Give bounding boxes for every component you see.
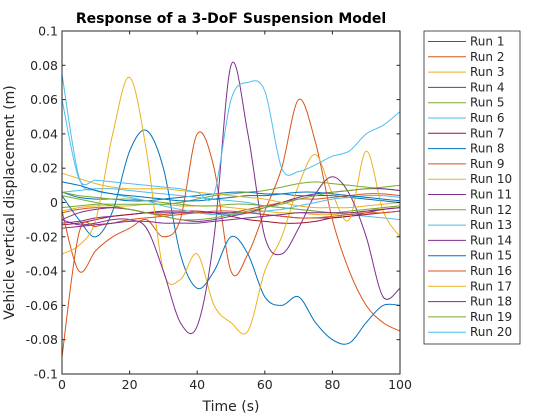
x-tick-label: 0 — [58, 377, 66, 392]
axes-background — [62, 31, 400, 374]
y-tick-label: 0.02 — [30, 161, 58, 176]
legend-label-run-12: Run 12 — [470, 203, 512, 217]
series-layer — [61, 61, 401, 357]
series-line-run-11 — [61, 61, 401, 335]
legend-label-run-9: Run 9 — [470, 157, 504, 171]
series-line-run-19 — [61, 184, 401, 221]
y-tick-label: 0.08 — [30, 58, 58, 73]
legend-label-run-10: Run 10 — [470, 172, 512, 186]
y-tick-label: -0.06 — [26, 298, 58, 313]
series-line-run-6 — [61, 188, 401, 221]
series-line-run-20 — [61, 80, 401, 201]
legend-label-run-19: Run 19 — [470, 310, 512, 324]
legend-label-run-4: Run 4 — [470, 80, 504, 94]
y-tick-label: 0.06 — [30, 92, 58, 107]
legend-label-run-7: Run 7 — [470, 126, 504, 140]
series-line-run-17 — [61, 172, 401, 209]
x-tick-label: 100 — [388, 377, 412, 392]
series-line-run-18 — [61, 207, 401, 229]
legend-label-run-3: Run 3 — [470, 65, 504, 79]
x-tick-label: 20 — [122, 377, 138, 392]
legend-label-run-8: Run 8 — [470, 142, 504, 156]
series-line-run-12 — [61, 191, 401, 214]
legend-label-run-2: Run 2 — [470, 50, 504, 64]
x-tick-label: 60 — [257, 377, 273, 392]
legend-label-run-17: Run 17 — [470, 279, 512, 293]
series-line-run-15 — [61, 181, 401, 202]
y-tick-label: -0.1 — [34, 367, 58, 382]
series-line-run-8 — [61, 129, 401, 345]
legend-label-run-1: Run 1 — [470, 35, 504, 49]
y-tick-label: -0.04 — [26, 264, 58, 279]
chart-title: Response of a 3-DoF Suspension Model — [76, 11, 386, 27]
y-tick-label: -0.08 — [26, 332, 58, 347]
y-tick-label: 0.1 — [38, 24, 58, 39]
series-line-run-5 — [61, 181, 401, 209]
plot-area: 0 20 40 60 80 100 -0.1 -0.08 -0.06 -0.04 -0.02 0 0.0… — [26, 24, 412, 393]
x-tick-label: 40 — [189, 377, 205, 392]
legend-label-run-13: Run 13 — [470, 218, 512, 232]
series-line-run-9 — [61, 98, 401, 332]
y-tick-label: -0.02 — [26, 229, 58, 244]
x-tick-label: 80 — [324, 377, 340, 392]
legend-label-run-6: Run 6 — [470, 111, 504, 125]
legend-label-run-5: Run 5 — [470, 96, 504, 110]
series-line-run-10 — [61, 76, 401, 335]
x-axis-title: Time (s) — [202, 399, 260, 415]
y-axis-title: Vehicle vertical displacement (m) — [2, 85, 18, 320]
y-tick-label: 0 — [50, 195, 58, 210]
legend-box — [423, 30, 521, 345]
legend-label-run-18: Run 18 — [470, 295, 512, 309]
legend-label-run-14: Run 14 — [470, 233, 512, 247]
legend-label-run-20: Run 20 — [470, 325, 512, 339]
y-tick-label: 0.04 — [30, 126, 58, 141]
tick-layer: 0 20 40 60 80 100 -0.1 -0.08 -0.06 -0.04 -0.02 0 0.0… — [26, 24, 412, 393]
legend-label-run-15: Run 15 — [470, 249, 512, 263]
legend-label-run-11: Run 11 — [470, 188, 512, 202]
legend-label-run-16: Run 16 — [470, 264, 512, 278]
